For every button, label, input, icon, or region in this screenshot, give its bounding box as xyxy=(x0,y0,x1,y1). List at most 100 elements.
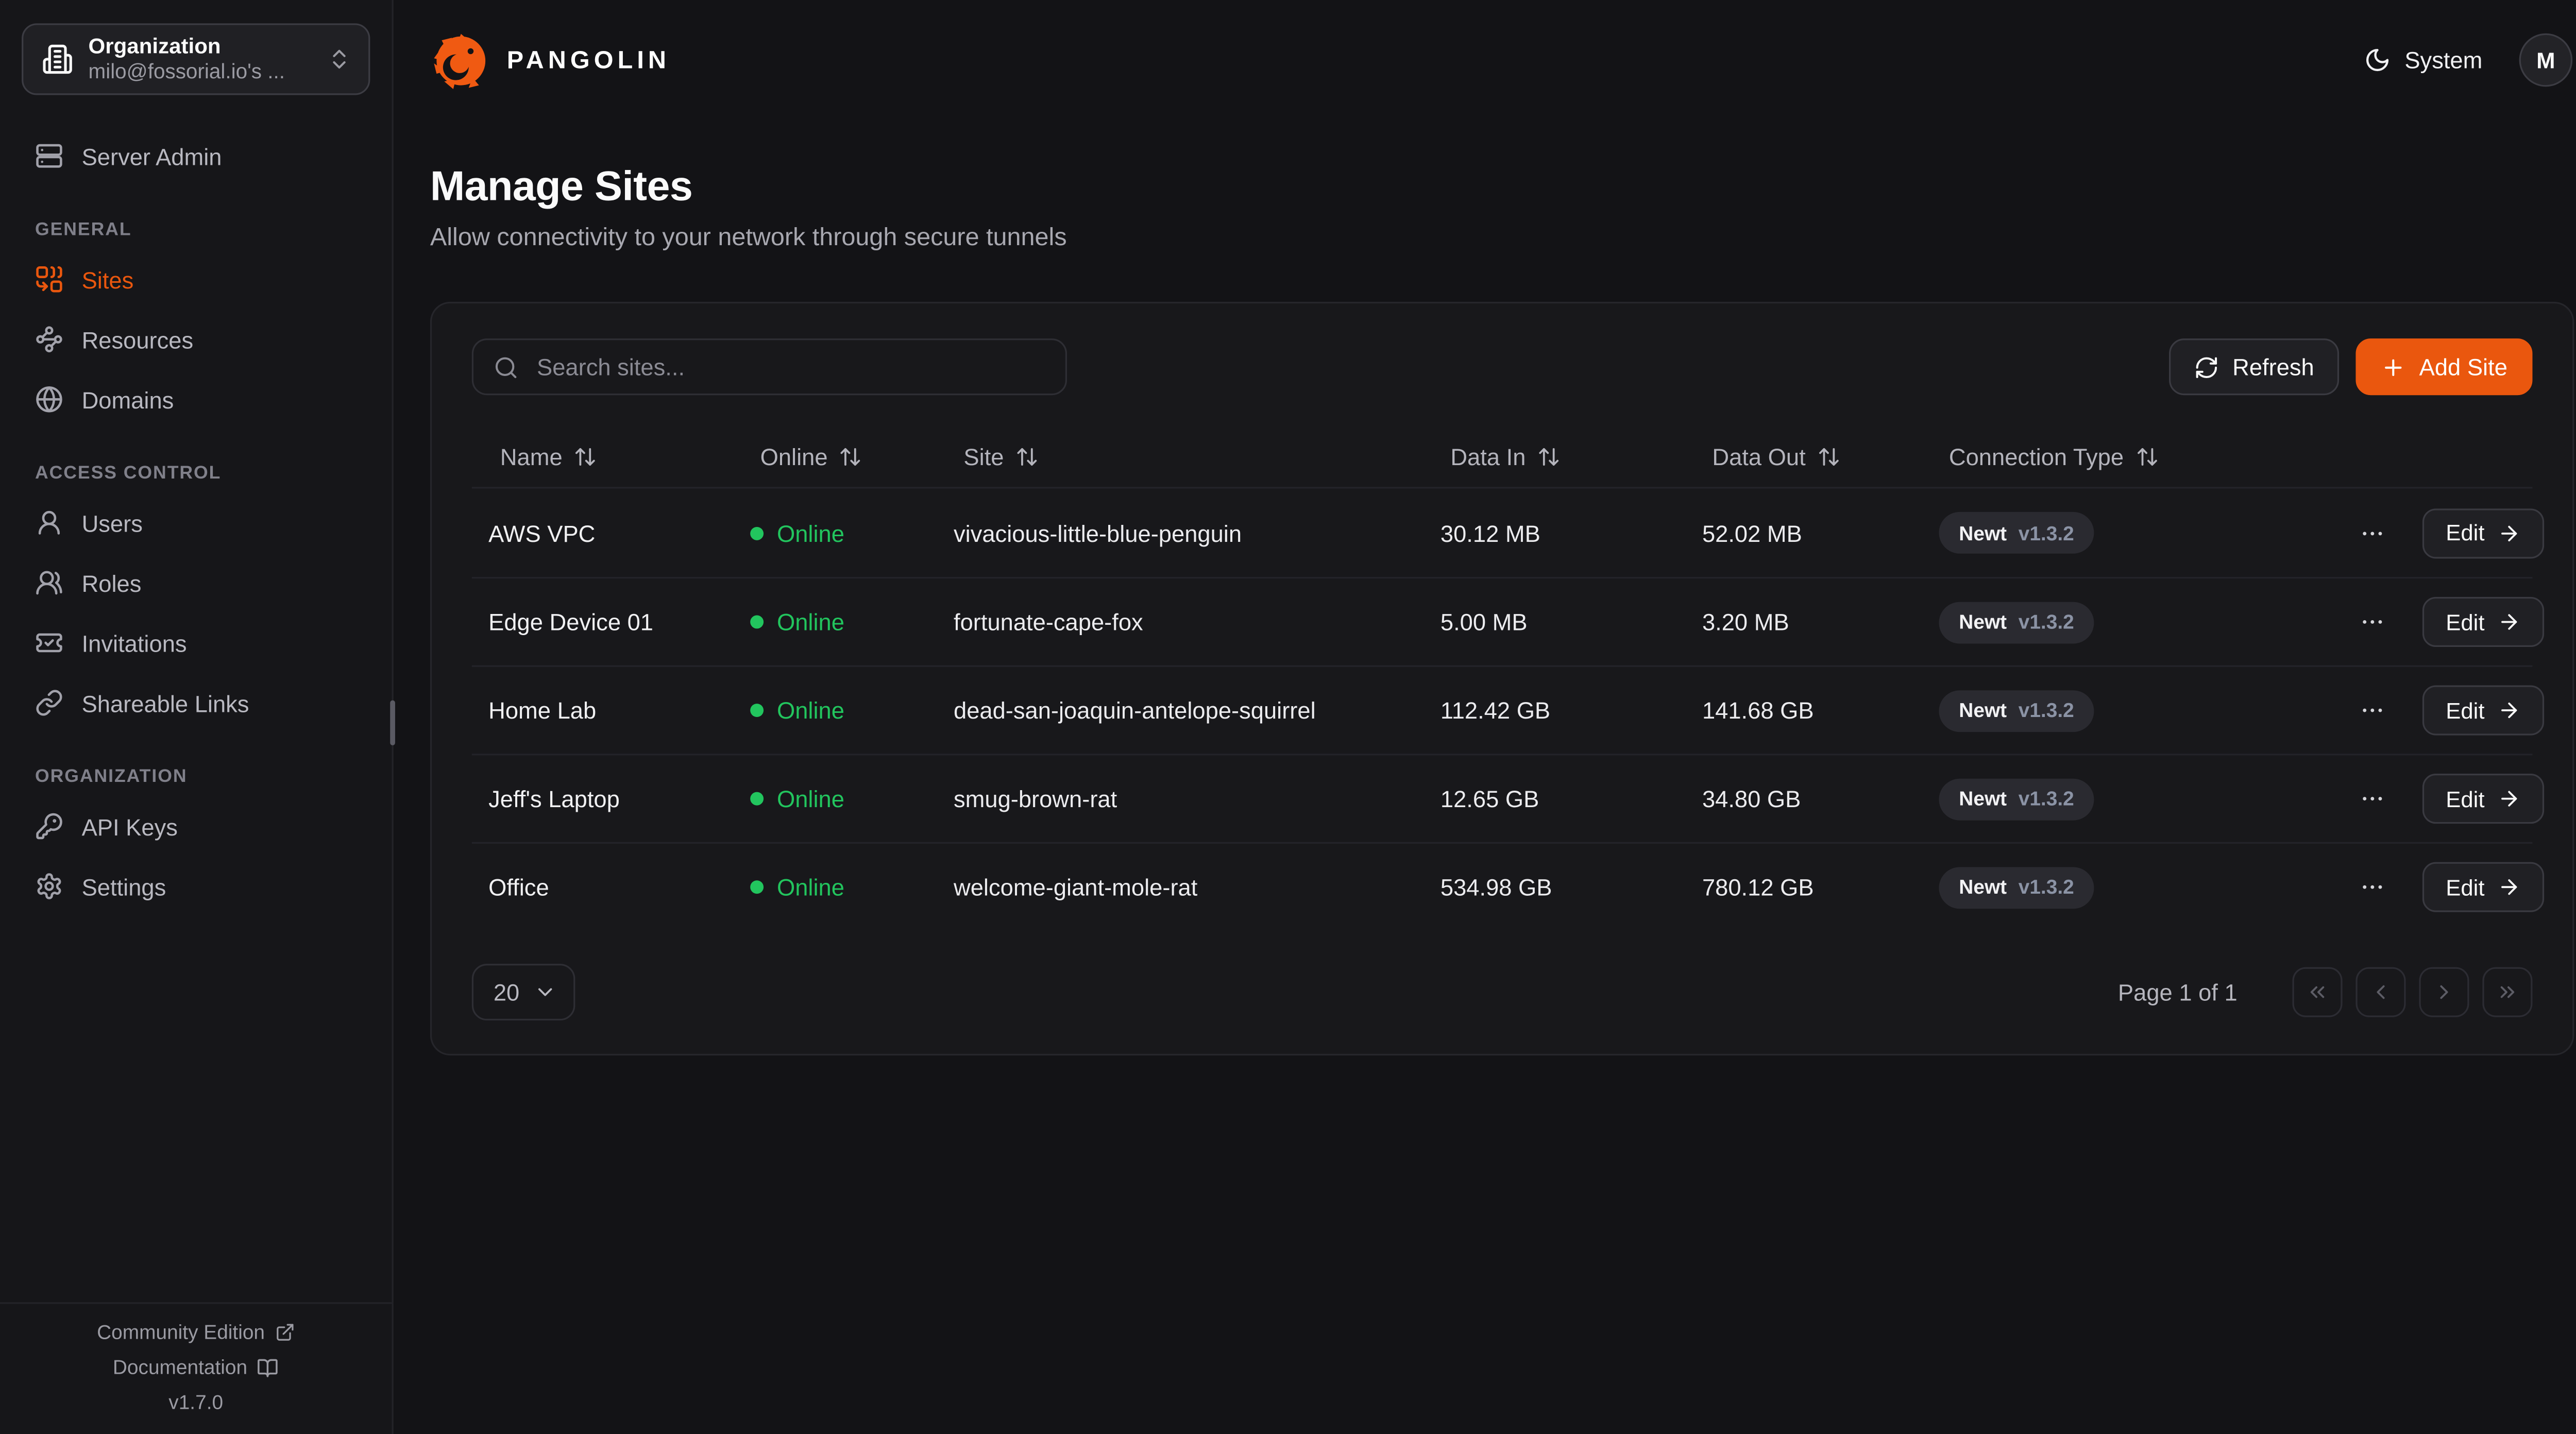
column-header-name[interactable]: Name xyxy=(472,442,734,469)
sidebar-item-label: Invitations xyxy=(81,629,187,656)
table-footer: 20 Page 1 of 1 xyxy=(471,964,2533,1021)
org-switcher-value: milo@fossorial.io's ... xyxy=(88,59,285,83)
site-id-cell: vivacious-little-blue-penguin xyxy=(953,519,1242,547)
row-actions: Edit xyxy=(2355,862,2545,912)
first-page-button[interactable] xyxy=(2292,967,2343,1017)
sidebar-item-label: Domains xyxy=(81,386,174,413)
sidebar-item-sites[interactable]: Sites xyxy=(22,257,370,302)
connection-type-cell: Newt v1.3.2 xyxy=(1939,866,2355,908)
search-input[interactable] xyxy=(533,352,1045,382)
sidebar-item-users[interactable]: Users xyxy=(22,500,370,545)
chevrons-up-down-icon xyxy=(327,47,352,72)
data-out-cell: 34.80 GB xyxy=(1702,785,1801,812)
page-size-value: 20 xyxy=(493,979,520,1006)
sidebar-item-api-keys[interactable]: API Keys xyxy=(22,804,370,848)
sidebar-item-server-admin[interactable]: Server Admin xyxy=(22,133,370,178)
table-row[interactable]: Office Online welcome-giant-mole-rat 534… xyxy=(471,842,2545,931)
online-status-label: Online xyxy=(776,519,844,547)
sidebar: Organization milo@fossorial.io's ... Ser… xyxy=(0,0,394,1434)
column-header-data-out[interactable]: Data Out xyxy=(1686,442,1923,469)
last-page-button[interactable] xyxy=(2482,967,2533,1017)
topbar: PANGOLIN System M xyxy=(394,0,2576,120)
connection-type-cell: Newt v1.3.2 xyxy=(1939,601,2355,643)
edit-button[interactable]: Edit xyxy=(2422,507,2545,558)
sort-icon xyxy=(2136,445,2159,468)
sidebar-item-settings[interactable]: Settings xyxy=(22,864,370,909)
avatar[interactable]: M xyxy=(2519,33,2573,87)
key-icon xyxy=(35,812,63,841)
page-content: Manage Sites Allow connectivity to your … xyxy=(394,120,2576,1056)
column-header-online[interactable]: Online xyxy=(734,442,937,469)
row-actions: Edit xyxy=(2355,685,2545,736)
connection-type-badge: Newt v1.3.2 xyxy=(1939,511,2094,554)
table-row[interactable]: Jeff's Laptop Online smug-brown-rat 12.6… xyxy=(471,754,2545,842)
ticket-check-icon xyxy=(35,628,63,657)
refresh-button[interactable]: Refresh xyxy=(2169,338,2340,396)
ellipsis-icon xyxy=(2359,609,2386,636)
edit-button[interactable]: Edit xyxy=(2422,774,2545,824)
pager-buttons xyxy=(2292,967,2533,1017)
search-box xyxy=(471,338,1067,396)
column-header-data-in[interactable]: Data In xyxy=(1424,442,1686,469)
sort-icon xyxy=(574,445,597,468)
table-row[interactable]: Home Lab Online dead-san-joaquin-antelop… xyxy=(471,665,2545,754)
row-menu-button[interactable] xyxy=(2355,870,2389,904)
edit-button[interactable]: Edit xyxy=(2422,596,2545,647)
sidebar-item-label: Server Admin xyxy=(81,142,222,169)
next-page-button[interactable] xyxy=(2419,967,2469,1017)
sidebar-item-shareable-links[interactable]: Shareable Links xyxy=(22,680,370,725)
chevron-right-icon xyxy=(2432,980,2455,1003)
sidebar-nav: Server Admin GENERAL Sites Resources Dom xyxy=(0,95,392,1303)
table-row[interactable]: AWS VPC Online vivacious-little-blue-pen… xyxy=(472,488,2545,577)
topbar-right: System M xyxy=(2365,33,2573,87)
sidebar-section-organization: ORGANIZATION xyxy=(35,767,188,787)
row-menu-button[interactable] xyxy=(2355,605,2389,639)
page-title: Manage Sites xyxy=(430,163,693,210)
sort-icon xyxy=(1537,445,1561,468)
row-menu-button[interactable] xyxy=(2355,782,2389,815)
table-row[interactable]: Edge Device 01 Online fortunate-cape-fox… xyxy=(471,577,2545,665)
community-edition-link[interactable]: Community Edition xyxy=(97,1321,295,1344)
waypoints-icon xyxy=(35,325,63,353)
app-version: v1.7.0 xyxy=(168,1390,224,1414)
sort-icon xyxy=(1015,445,1039,468)
external-link-icon xyxy=(275,1322,295,1342)
row-menu-button[interactable] xyxy=(2355,694,2389,727)
combine-icon xyxy=(35,265,63,294)
add-site-button[interactable]: Add Site xyxy=(2355,338,2533,396)
sidebar-item-resources[interactable]: Resources xyxy=(22,317,370,362)
site-name-cell: Edge Device 01 xyxy=(488,608,654,636)
edit-button[interactable]: Edit xyxy=(2422,685,2545,736)
org-switcher[interactable]: Organization milo@fossorial.io's ... xyxy=(22,23,370,95)
sidebar-item-label: Users xyxy=(81,509,143,536)
online-status-dot-icon xyxy=(750,880,764,894)
row-actions: Edit xyxy=(2355,774,2545,824)
documentation-label: Documentation xyxy=(112,1355,248,1379)
sidebar-item-roles[interactable]: Roles xyxy=(22,560,370,605)
edit-button[interactable]: Edit xyxy=(2422,862,2545,912)
column-header-connection-type[interactable]: Connection Type xyxy=(1922,442,2339,469)
edit-label: Edit xyxy=(2446,874,2485,900)
page-size-select[interactable]: 20 xyxy=(471,964,575,1021)
previous-page-button[interactable] xyxy=(2355,967,2406,1017)
row-menu-button[interactable] xyxy=(2355,516,2389,550)
theme-toggle[interactable]: System xyxy=(2365,47,2482,73)
sites-table-header: Name Online Site Data In xyxy=(471,425,2533,489)
sidebar-item-invitations[interactable]: Invitations xyxy=(22,620,370,665)
column-header-site[interactable]: Site xyxy=(937,442,1424,469)
site-status-cell: Online xyxy=(750,697,954,724)
sidebar-item-label: Resources xyxy=(81,326,194,353)
arrow-right-icon xyxy=(2498,876,2521,899)
refresh-label: Refresh xyxy=(2232,353,2314,381)
server-icon xyxy=(35,142,63,170)
add-site-label: Add Site xyxy=(2419,353,2507,381)
site-name-cell: Jeff's Laptop xyxy=(488,785,620,812)
sidebar-item-domains[interactable]: Domains xyxy=(22,377,370,422)
documentation-link[interactable]: Documentation xyxy=(113,1356,279,1379)
sites-card: Refresh Add Site Name xyxy=(430,301,2574,1056)
sidebar-resize-handle[interactable] xyxy=(390,700,395,746)
chevrons-right-icon xyxy=(2496,980,2519,1003)
link-icon xyxy=(35,689,63,717)
edit-label: Edit xyxy=(2446,786,2485,811)
pangolin-logo-icon xyxy=(430,29,492,91)
